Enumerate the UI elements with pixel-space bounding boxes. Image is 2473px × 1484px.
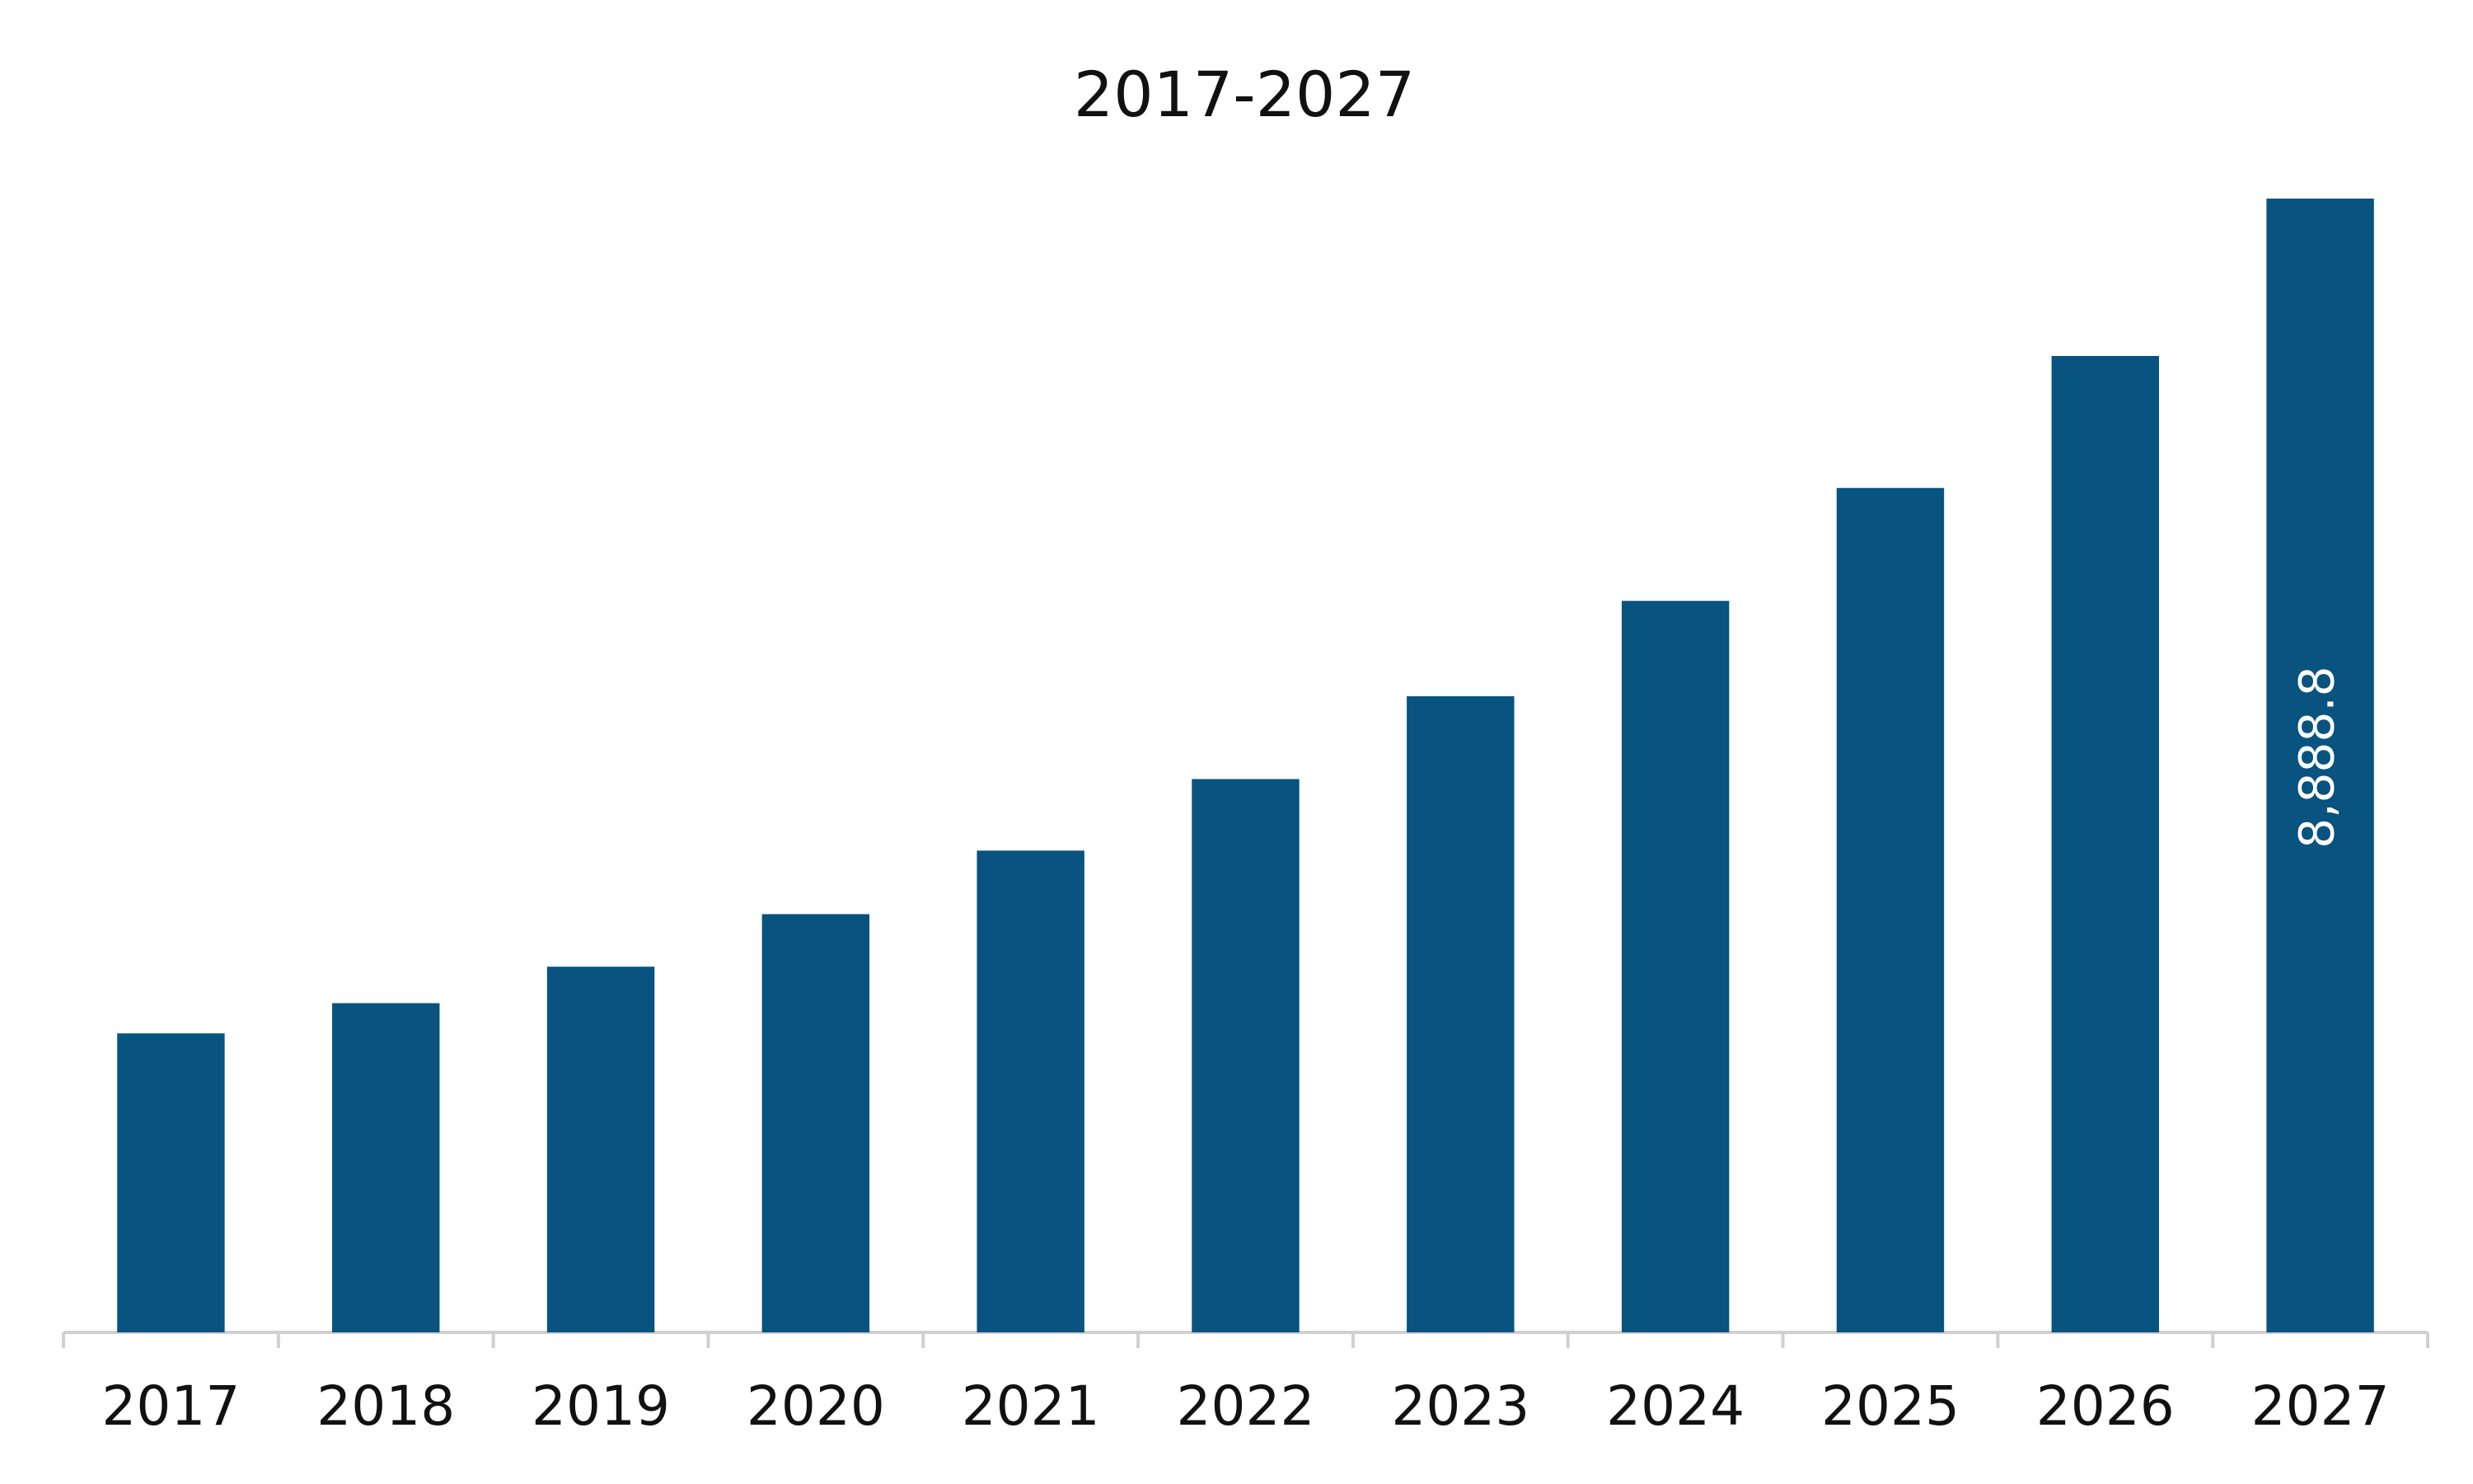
value-label: 8,888.8 [2289,666,2345,848]
x-tick-label: 2023 [1391,1374,1529,1438]
bar [1621,601,1730,1332]
x-tick-label: 2025 [1821,1374,1960,1438]
bar [2051,355,2159,1332]
x-tick-label: 2019 [532,1374,670,1438]
bar [546,967,655,1332]
bar [761,914,870,1332]
bar [977,850,1084,1332]
x-tick-label: 2024 [1606,1374,1745,1438]
bar [2266,199,2374,1332]
x-tick-label: 2021 [962,1374,1100,1438]
bar [1407,696,1515,1332]
bar [1192,779,1300,1332]
x-tick-label: 2022 [1177,1374,1315,1438]
x-tick-label: 2027 [2251,1374,2390,1438]
x-tick-label: 2026 [2036,1374,2175,1438]
bar [332,1003,440,1332]
x-tick-label: 2018 [316,1374,455,1438]
bar [117,1033,225,1332]
x-tick-label: 2020 [747,1374,885,1438]
bar [1836,488,1945,1332]
chart-title: 2017-2027 [1074,58,1415,131]
x-tick-label: 2017 [101,1374,240,1438]
